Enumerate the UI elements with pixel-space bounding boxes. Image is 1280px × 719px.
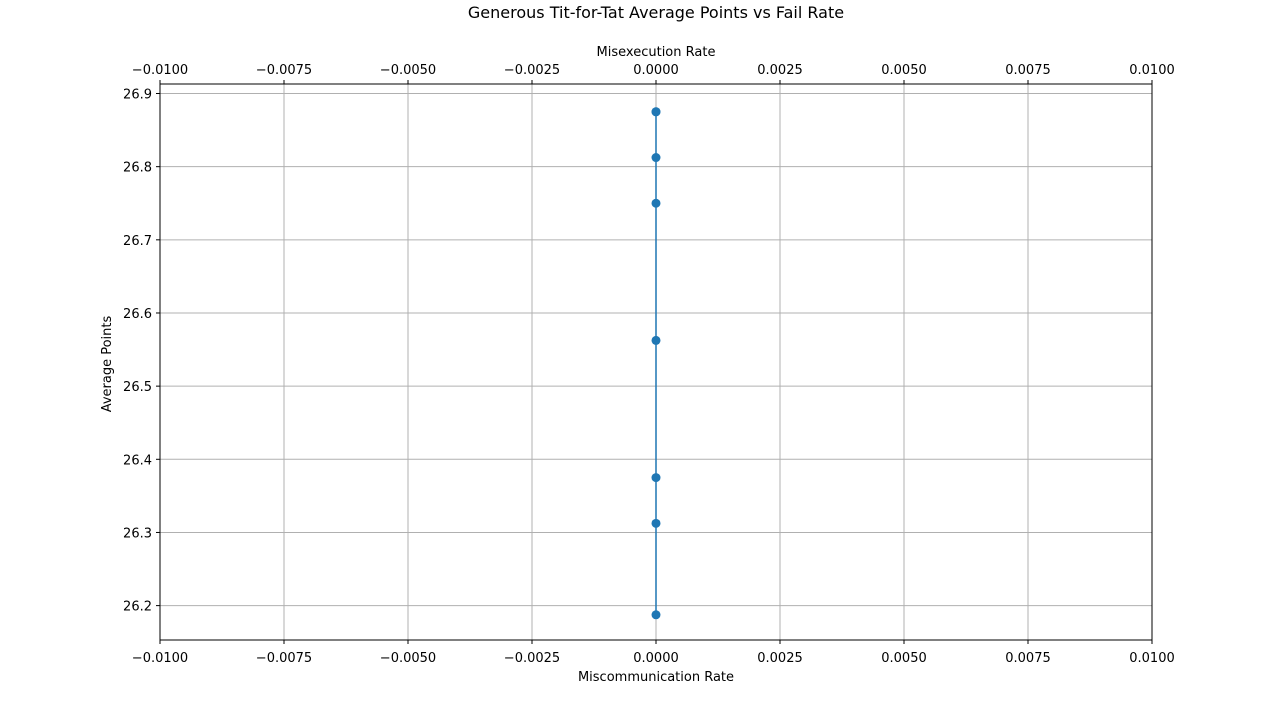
x-tick-label: 0.0025: [757, 651, 803, 666]
data-point: [651, 198, 661, 208]
series-layer: [651, 107, 661, 620]
x-tick-label: −0.0075: [256, 651, 312, 666]
x2-tick-label: −0.0100: [132, 63, 188, 78]
data-point: [651, 107, 661, 117]
x2-tick-label: 0.0075: [1005, 63, 1051, 78]
x2-tick-label: 0.0050: [881, 63, 927, 78]
x-tick-label: 0.0075: [1005, 651, 1051, 666]
y-tick-label: 26.5: [123, 380, 152, 395]
y-tick-label: 26.7: [123, 234, 152, 249]
data-point: [651, 473, 661, 483]
data-point: [651, 610, 661, 620]
data-point: [651, 335, 661, 345]
y-tick-label: 26.4: [123, 453, 152, 468]
y-tick-label: 26.2: [123, 600, 152, 615]
x-tick-label: −0.0050: [380, 651, 436, 666]
y-tick-label: 26.3: [123, 526, 152, 541]
x-tick-label: 0.0100: [1129, 651, 1175, 666]
x-tick-label: 0.0000: [633, 651, 679, 666]
x-axis: −0.0100 −0.0075 −0.0050 −0.0025 0.0000 0.0025…: [132, 640, 1175, 666]
y-tick-label: 26.8: [123, 161, 152, 176]
data-point: [651, 153, 661, 163]
x-tick-label: 0.0050: [881, 651, 927, 666]
x2-tick-label: −0.0050: [380, 63, 436, 78]
x-tick-label: −0.0100: [132, 651, 188, 666]
x2-axis: −0.0100 −0.0075 −0.0050 −0.0025 0.0000 0.0025…: [132, 63, 1175, 84]
x2-tick-label: 0.0100: [1129, 63, 1175, 78]
chart-title: Generous Tit-for-Tat Average Points vs F…: [468, 3, 844, 22]
x-tick-label: −0.0025: [504, 651, 560, 666]
y-tick-label: 26.6: [123, 307, 152, 322]
x2-tick-label: −0.0075: [256, 63, 312, 78]
x2-axis-label: Misexecution Rate: [597, 45, 716, 60]
x2-tick-label: −0.0025: [504, 63, 560, 78]
y-tick-label: 26.9: [123, 88, 152, 103]
x2-tick-label: 0.0025: [757, 63, 803, 78]
data-point: [651, 518, 661, 528]
y-axis: 26.2 26.3 26.4 26.5 26.6 26.7 26.8 26.9: [123, 88, 160, 615]
y-axis-label: Average Points: [100, 315, 115, 412]
x-axis-label: Miscommunication Rate: [578, 670, 734, 685]
x2-tick-label: 0.0000: [633, 63, 679, 78]
